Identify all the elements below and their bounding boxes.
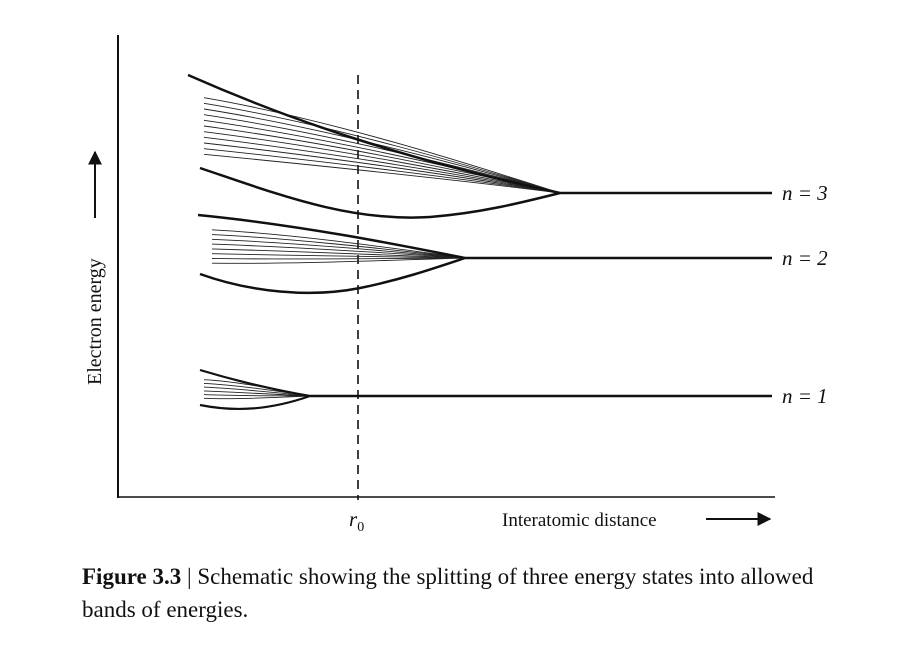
caption-separator: |	[186, 564, 192, 589]
level-n2-label: n = 2	[782, 246, 828, 270]
r0-marker-label: r0	[349, 507, 364, 535]
band-n2-inner-line	[211, 257, 466, 264]
y-axis-label: Electron energy	[84, 258, 106, 385]
caption-text: Schematic showing the splitting of three…	[82, 564, 814, 622]
band-n2-inner-line	[211, 248, 466, 259]
band-n3-lower-edge	[199, 166, 561, 219]
band-n3	[187, 73, 772, 219]
band-n3-inner-lines	[203, 97, 561, 194]
band-n3-inner-line	[203, 148, 561, 194]
band-n2	[197, 213, 772, 295]
band-n1-lower-edge	[199, 394, 311, 411]
band-n3-inner-line	[203, 153, 561, 194]
band-n3-upper-edge	[187, 73, 561, 195]
band-n2-inner-line	[211, 257, 466, 260]
band-n2-inner-line	[211, 238, 466, 259]
figure-label: Figure 3.3	[82, 564, 182, 589]
band-n2-inner-line	[211, 234, 466, 259]
figure-caption: Figure 3.3 | Schematic showing the split…	[82, 560, 862, 626]
band-n2-upper-edge	[197, 213, 466, 260]
band-n2-inner-line	[211, 253, 466, 259]
band-n3-inner-line	[203, 102, 561, 194]
band-n2-lower-edge	[199, 256, 466, 295]
band-n2-inner-line	[211, 229, 466, 259]
level-n1-label: n = 1	[782, 384, 828, 408]
band-n1	[199, 368, 772, 411]
x-axis-label: Interatomic distance	[502, 510, 657, 531]
band-n2-inner-lines	[211, 229, 466, 264]
band-n3-inner-line	[203, 136, 561, 194]
band-n3-inner-line	[203, 142, 561, 194]
band-n1-inner-line	[203, 395, 311, 400]
level-n3-label: n = 3	[782, 181, 828, 205]
band-n2-inner-line	[211, 243, 466, 259]
band-n1-inner-lines	[203, 379, 311, 400]
band-n1-upper-edge	[199, 368, 311, 398]
band-n3-inner-line	[203, 108, 561, 194]
band-n3-inner-line	[203, 97, 561, 194]
